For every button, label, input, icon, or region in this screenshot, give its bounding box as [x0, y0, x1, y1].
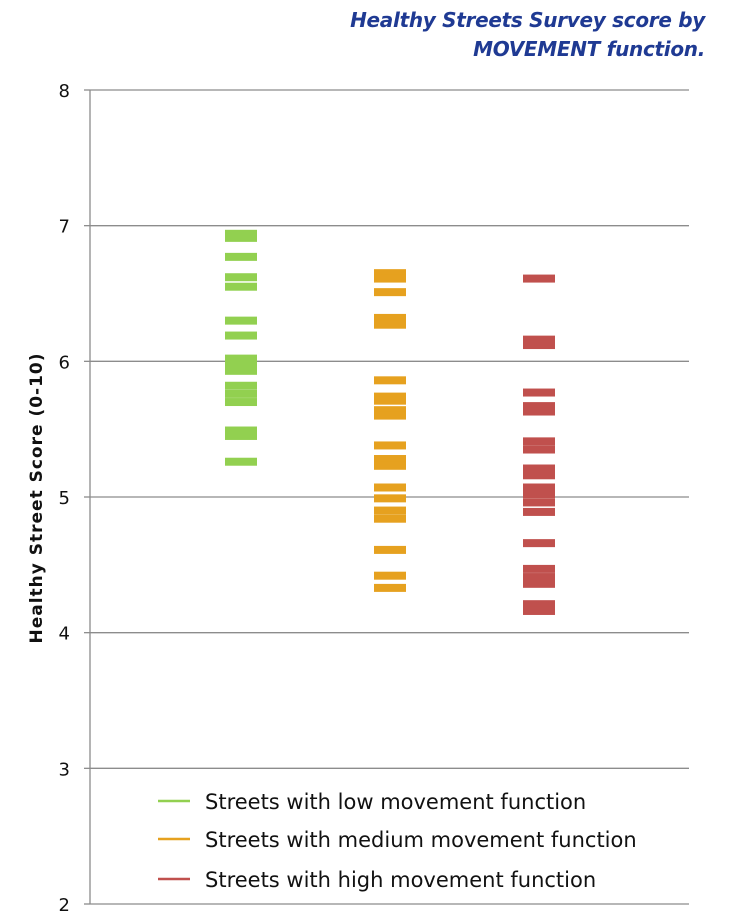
point-series-1-14	[225, 426, 257, 435]
y-tick-label-3: 3	[59, 759, 70, 780]
point-series-2-8	[374, 396, 406, 405]
point-series-2-17	[374, 514, 406, 523]
point-series-1-4	[225, 273, 257, 282]
point-series-3-10	[523, 471, 555, 480]
point-series-2-1	[374, 269, 406, 278]
point-series-3-6	[523, 407, 555, 416]
point-series-2-10	[374, 411, 406, 420]
point-series-2-19	[374, 571, 406, 580]
chart-title-line-2: MOVEMENT function.	[473, 37, 705, 61]
gridlines	[90, 89, 689, 905]
point-series-2-5	[374, 320, 406, 329]
point-series-3-14	[523, 507, 555, 516]
y-tick-label-4: 4	[59, 624, 70, 645]
y-axis-label: Healthy Street Score (0-10)	[27, 352, 47, 643]
point-series-3-2	[523, 335, 555, 344]
point-series-1-1	[225, 229, 257, 238]
point-series-2-7	[374, 392, 406, 401]
point-series-3-20	[523, 606, 555, 615]
point-series-1-2	[225, 233, 257, 242]
point-series-1-12	[225, 389, 257, 398]
point-series-3-5	[523, 402, 555, 411]
point-series-1-7	[225, 331, 257, 340]
point-series-2-18	[374, 545, 406, 554]
point-series-2-3	[374, 288, 406, 297]
y-tick-label-8: 8	[59, 81, 70, 102]
point-series-3-1	[523, 274, 555, 283]
y-axis	[84, 89, 91, 905]
point-series-3-7	[523, 437, 555, 446]
point-series-1-15	[225, 431, 257, 440]
legend: Streets with low movement function Street…	[158, 790, 637, 892]
point-series-3-18	[523, 579, 555, 588]
data-marks	[225, 229, 555, 615]
point-series-1-13	[225, 398, 257, 407]
legend-label-2: Streets with medium movement function	[205, 828, 637, 852]
point-series-2-13	[374, 461, 406, 470]
y-tick-labels: 2 3 4 5 6 7 8	[59, 81, 70, 913]
point-series-2-12	[374, 455, 406, 464]
chart-title-line-1: Healthy Streets Survey score by	[350, 8, 705, 32]
y-tick-label-5: 5	[59, 488, 70, 509]
y-tick-label-7: 7	[59, 217, 70, 238]
point-series-2-14	[374, 483, 406, 492]
point-series-1-3	[225, 252, 257, 261]
point-series-3-19	[523, 600, 555, 609]
chart-title: Healthy Streets Survey score by MOVEMENT…	[350, 6, 705, 64]
point-series-2-9	[374, 406, 406, 415]
legend-label-3: Streets with high movement function	[205, 868, 596, 892]
point-series-3-16	[523, 564, 555, 573]
point-series-2-15	[374, 494, 406, 503]
point-series-2-4	[374, 313, 406, 322]
point-series-3-15	[523, 539, 555, 548]
point-series-2-11	[374, 441, 406, 450]
point-series-3-12	[523, 490, 555, 499]
point-series-1-10	[225, 366, 257, 375]
point-series-2-2	[374, 274, 406, 283]
point-series-3-9	[523, 464, 555, 473]
point-series-3-8	[523, 445, 555, 454]
point-series-1-6	[225, 316, 257, 325]
point-series-1-11	[225, 381, 257, 390]
y-tick-label-6: 6	[59, 352, 70, 373]
point-series-3-17	[523, 573, 555, 582]
legend-label-1: Streets with low movement function	[205, 790, 586, 814]
point-series-1-8	[225, 354, 257, 363]
point-series-3-11	[523, 483, 555, 492]
point-series-1-9	[225, 360, 257, 369]
point-series-1-5	[225, 282, 257, 291]
point-series-2-6	[374, 376, 406, 385]
point-series-2-20	[374, 583, 406, 592]
point-series-1-16	[225, 457, 257, 466]
y-tick-label-2: 2	[59, 895, 70, 913]
point-series-3-4	[523, 388, 555, 397]
point-series-3-3	[523, 341, 555, 350]
point-series-3-13	[523, 498, 555, 507]
point-series-2-16	[374, 506, 406, 515]
